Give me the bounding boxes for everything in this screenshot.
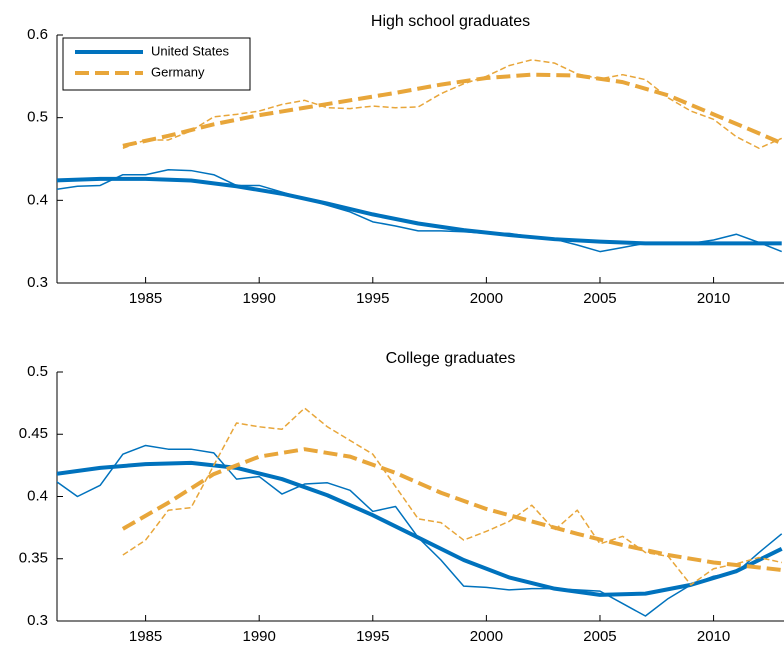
chart-title: High school graduates — [371, 13, 530, 30]
plot-area — [57, 407, 783, 617]
series-line — [122, 59, 783, 150]
y-tick-label: 0.45 — [19, 425, 48, 442]
x-tick-label: 1990 — [243, 628, 276, 645]
x-tick-label: 2010 — [697, 290, 730, 307]
series-line — [57, 460, 783, 597]
series-line — [122, 72, 783, 148]
series-line — [121, 447, 782, 572]
legend-label: United States — [151, 43, 230, 58]
series-line — [57, 444, 783, 617]
y-tick-label: 0.4 — [27, 487, 48, 504]
y-tick-label: 0.6 — [27, 26, 48, 43]
x-tick-label: 1995 — [356, 290, 389, 307]
x-tick-label: 1990 — [243, 290, 276, 307]
x-tick-label: 1995 — [356, 628, 389, 645]
series-line — [57, 168, 783, 253]
plot-area — [57, 59, 783, 253]
x-tick-label: 1985 — [129, 290, 162, 307]
y-tick-label: 0.35 — [19, 550, 48, 567]
chart-title: College graduates — [386, 350, 516, 367]
y-tick-label: 0.4 — [27, 191, 48, 208]
x-tick-label: 2005 — [583, 628, 616, 645]
y-tick-label: 0.5 — [27, 109, 48, 126]
legend-label: Germany — [151, 64, 205, 79]
x-tick-label: 1985 — [129, 628, 162, 645]
y-tick-label: 0.5 — [27, 363, 48, 380]
x-tick-label: 2000 — [470, 290, 503, 307]
y-tick-label: 0.3 — [27, 612, 48, 629]
legend-box — [62, 37, 251, 91]
series-line — [57, 176, 782, 246]
y-tick-label: 0.3 — [27, 274, 48, 291]
x-tick-label: 2010 — [697, 628, 730, 645]
x-tick-label: 2000 — [470, 628, 503, 645]
series-line — [122, 407, 782, 586]
x-tick-label: 2005 — [583, 290, 616, 307]
